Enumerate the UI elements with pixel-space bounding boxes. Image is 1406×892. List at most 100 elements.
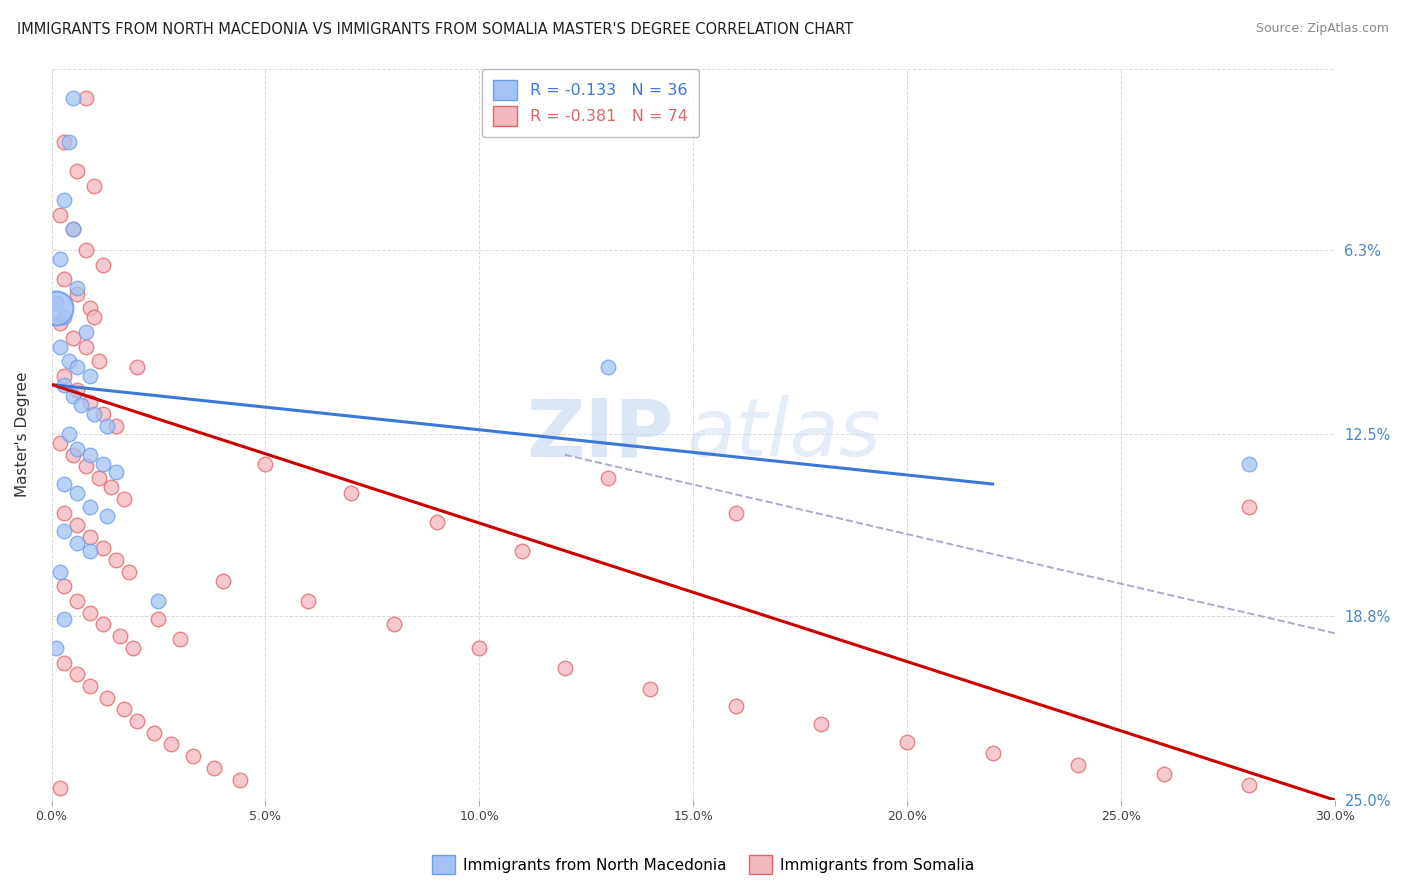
Point xyxy=(112,702,135,716)
Point xyxy=(79,301,101,316)
Point xyxy=(49,339,72,353)
Point xyxy=(202,761,225,775)
Point xyxy=(79,679,101,693)
Point xyxy=(53,377,76,392)
Y-axis label: Master's Degree: Master's Degree xyxy=(15,372,30,497)
Point xyxy=(62,389,84,403)
Point xyxy=(79,448,101,462)
Point xyxy=(79,500,101,515)
Point xyxy=(340,485,363,500)
Point xyxy=(1237,457,1260,471)
Point xyxy=(1237,500,1260,515)
Point xyxy=(66,518,89,533)
Point xyxy=(79,368,101,383)
Point xyxy=(62,331,84,345)
Point xyxy=(45,640,67,655)
Point xyxy=(91,541,114,556)
Point xyxy=(62,448,84,462)
Point xyxy=(49,565,72,579)
Point xyxy=(148,594,170,608)
Point xyxy=(62,222,84,236)
Point xyxy=(75,459,97,474)
Text: IMMIGRANTS FROM NORTH MACEDONIA VS IMMIGRANTS FROM SOMALIA MASTER'S DEGREE CORRE: IMMIGRANTS FROM NORTH MACEDONIA VS IMMIG… xyxy=(17,22,853,37)
Point xyxy=(297,594,319,608)
Point xyxy=(49,208,72,222)
Point xyxy=(58,354,80,368)
Point xyxy=(143,725,166,739)
Legend: Immigrants from North Macedonia, Immigrants from Somalia: Immigrants from North Macedonia, Immigra… xyxy=(426,849,980,880)
Point xyxy=(104,418,127,433)
Point xyxy=(83,178,105,193)
Point xyxy=(53,368,76,383)
Point xyxy=(211,574,233,588)
Point xyxy=(112,491,135,506)
Point xyxy=(49,781,72,796)
Point xyxy=(79,544,101,558)
Text: atlas: atlas xyxy=(686,395,882,474)
Point xyxy=(254,457,277,471)
Point xyxy=(100,480,122,494)
Point xyxy=(79,530,101,544)
Point xyxy=(79,606,101,620)
Point xyxy=(1237,779,1260,793)
Text: ZIP: ZIP xyxy=(527,395,673,474)
Point xyxy=(70,398,93,412)
Point xyxy=(53,272,76,286)
Point xyxy=(66,667,89,681)
Point xyxy=(96,690,118,705)
Point xyxy=(66,485,89,500)
Point xyxy=(91,457,114,471)
Point xyxy=(53,656,76,670)
Point xyxy=(49,252,72,266)
Point xyxy=(160,738,183,752)
Point xyxy=(83,310,105,325)
Point xyxy=(66,442,89,456)
Point xyxy=(53,193,76,207)
Point xyxy=(510,544,533,558)
Point xyxy=(810,717,832,731)
Point xyxy=(66,594,89,608)
Point xyxy=(229,772,252,787)
Point xyxy=(53,524,76,538)
Point xyxy=(53,135,76,149)
Point xyxy=(981,746,1004,760)
Point xyxy=(75,91,97,105)
Point xyxy=(1067,758,1090,772)
Point xyxy=(1153,766,1175,780)
Point xyxy=(169,632,191,647)
Point xyxy=(66,384,89,398)
Text: Source: ZipAtlas.com: Source: ZipAtlas.com xyxy=(1256,22,1389,36)
Point xyxy=(96,418,118,433)
Point xyxy=(58,427,80,442)
Point xyxy=(83,407,105,421)
Point xyxy=(75,243,97,257)
Point xyxy=(66,164,89,178)
Point xyxy=(91,407,114,421)
Point xyxy=(125,714,148,728)
Point xyxy=(66,535,89,549)
Point xyxy=(468,640,491,655)
Point xyxy=(382,617,405,632)
Point xyxy=(58,135,80,149)
Point xyxy=(75,325,97,339)
Point xyxy=(148,612,170,626)
Point xyxy=(117,565,139,579)
Point xyxy=(53,612,76,626)
Point xyxy=(53,506,76,520)
Point xyxy=(87,471,110,485)
Point xyxy=(91,617,114,632)
Point xyxy=(62,222,84,236)
Point xyxy=(108,629,131,643)
Point xyxy=(104,553,127,567)
Point xyxy=(724,699,747,714)
Point xyxy=(896,734,918,748)
Point xyxy=(181,749,204,764)
Point xyxy=(75,339,97,353)
Point xyxy=(53,310,76,325)
Point xyxy=(45,295,67,310)
Point xyxy=(554,661,576,675)
Point xyxy=(425,515,447,529)
Point xyxy=(121,640,143,655)
Point xyxy=(596,359,619,374)
Point xyxy=(66,281,89,295)
